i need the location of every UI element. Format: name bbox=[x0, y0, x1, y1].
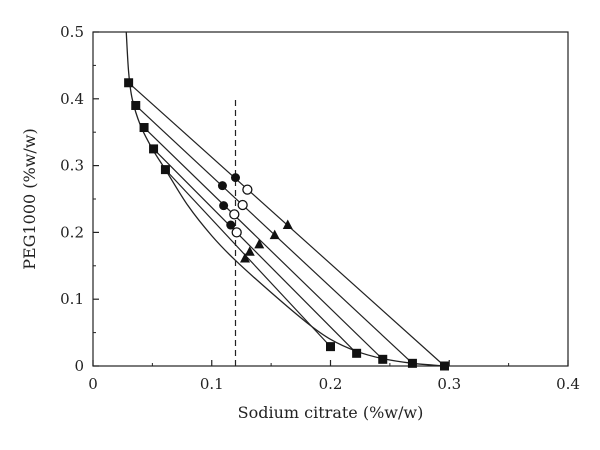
y-tick-label: 0.3 bbox=[60, 157, 84, 175]
markers-layer bbox=[124, 78, 449, 371]
open-circle-marker-1 bbox=[242, 184, 253, 195]
binodal-curve bbox=[125, 31, 445, 367]
square-marker-10 bbox=[440, 361, 449, 371]
square-marker-1 bbox=[124, 78, 134, 88]
tie-line-4 bbox=[153, 148, 358, 354]
square-marker-7 bbox=[352, 348, 362, 358]
plot-border bbox=[92, 31, 569, 367]
square-marker-3 bbox=[139, 123, 149, 133]
y-axis-title: PEG1000 (%w/w) bbox=[20, 128, 39, 270]
open-circle-marker-3 bbox=[229, 209, 240, 220]
triangle-marker-4 bbox=[244, 246, 255, 256]
y-tick-label: 0.5 bbox=[60, 23, 84, 41]
y-tick-label: 0.4 bbox=[60, 90, 84, 108]
square-marker-8 bbox=[378, 354, 388, 364]
open-circle-marker-2 bbox=[237, 199, 248, 211]
square-marker-6 bbox=[326, 342, 335, 352]
filled-circle-marker-2 bbox=[217, 181, 227, 191]
open-circle-marker-4 bbox=[231, 227, 242, 238]
triangle-marker-2 bbox=[269, 229, 280, 240]
square-marker-2 bbox=[131, 100, 141, 110]
x-tick-label: 0.3 bbox=[437, 375, 461, 393]
plot-frame bbox=[92, 31, 569, 367]
filled-circle-marker-1 bbox=[231, 173, 240, 183]
y-tick-label: 0 bbox=[74, 357, 84, 375]
filled-circle-marker-4 bbox=[226, 220, 236, 230]
x-tick-label: 0.4 bbox=[556, 375, 580, 393]
y-tick-label: 0.1 bbox=[60, 290, 84, 308]
filled-circle-marker-3 bbox=[219, 201, 229, 211]
tie-line-3 bbox=[143, 127, 384, 360]
axes-layer: 0 0.1 0.2 0.3 0.4 0 0.1 0.2 0.3 0.4 0.5 bbox=[60, 23, 580, 393]
x-tick-label: 0 bbox=[88, 375, 98, 393]
x-tick-label: 0.2 bbox=[319, 375, 343, 393]
x-tick-label: 0.1 bbox=[200, 375, 224, 393]
square-marker-9 bbox=[407, 358, 417, 368]
binodal-curve-layer bbox=[125, 31, 445, 367]
triangle-marker-5 bbox=[240, 252, 250, 263]
triangle-marker-3 bbox=[254, 238, 265, 249]
square-marker-4 bbox=[149, 144, 159, 154]
y-tick-label: 0.2 bbox=[60, 223, 84, 241]
square-marker-5 bbox=[160, 165, 170, 175]
tie-line-5 bbox=[164, 169, 331, 348]
triangle-marker-1 bbox=[282, 219, 293, 230]
x-axis-title: Sodium citrate (%w/w) bbox=[238, 403, 424, 422]
